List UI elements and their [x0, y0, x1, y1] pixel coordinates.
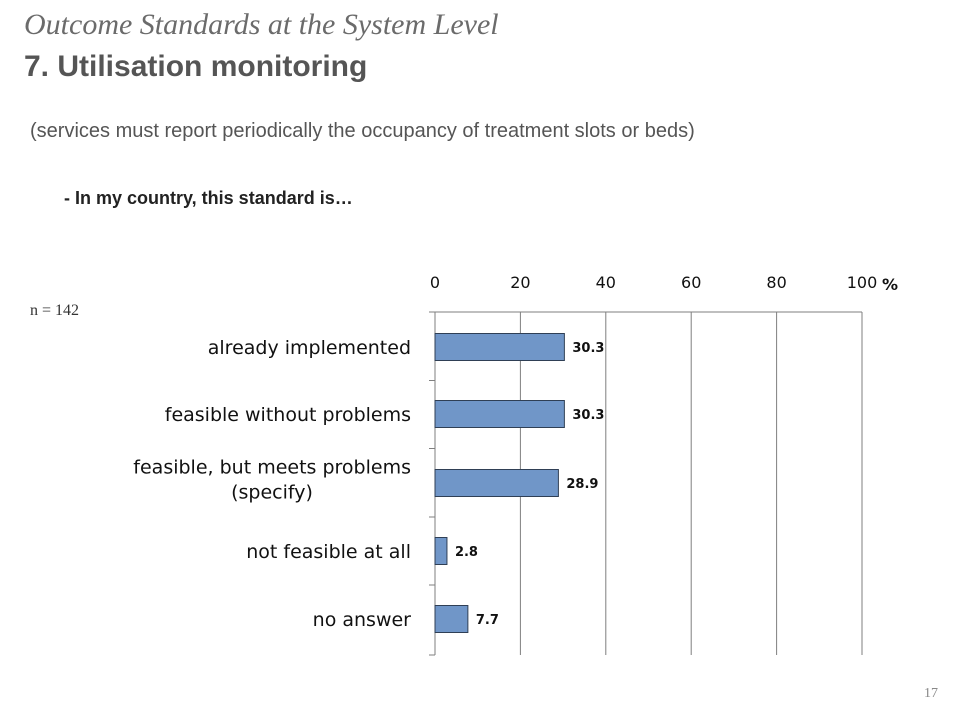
x-tick-label: 80 — [766, 273, 786, 292]
page-number: 17 — [924, 686, 938, 701]
slide-title-italic: Outcome Standards at the System Level — [24, 8, 499, 41]
x-tick-label: 40 — [596, 273, 616, 292]
bar — [434, 400, 565, 428]
x-tick-label: 20 — [510, 273, 530, 292]
x-unit-label: % — [882, 275, 898, 294]
category-label: not feasible at all — [246, 541, 411, 563]
bar — [434, 333, 565, 361]
category-label: feasible, but meets problems — [133, 457, 411, 479]
category-label: already implemented — [208, 337, 411, 359]
bar — [434, 537, 448, 565]
x-tick-label: 60 — [681, 273, 701, 292]
survey-question: - In my country, this standard is… — [64, 188, 353, 208]
bar-value-label: 30.3 — [572, 341, 604, 356]
bar — [434, 605, 469, 633]
x-tick-label: 0 — [430, 273, 440, 292]
sample-size-label: n = 142 — [30, 302, 80, 319]
bar — [434, 469, 559, 497]
bar-value-label: 28.9 — [566, 477, 598, 492]
x-tick-label: 100 — [847, 273, 878, 292]
category-label: (specify) — [231, 482, 313, 504]
category-label: feasible without problems — [165, 404, 411, 426]
bar-value-label: 30.3 — [572, 408, 604, 423]
bar-value-label: 2.8 — [455, 545, 478, 560]
bar-value-label: 7.7 — [476, 613, 499, 628]
slide-subtitle: (services must report periodically the o… — [30, 120, 695, 142]
category-label: no answer — [313, 609, 412, 631]
slide-title: 7. Utilisation monitoring — [24, 50, 368, 83]
